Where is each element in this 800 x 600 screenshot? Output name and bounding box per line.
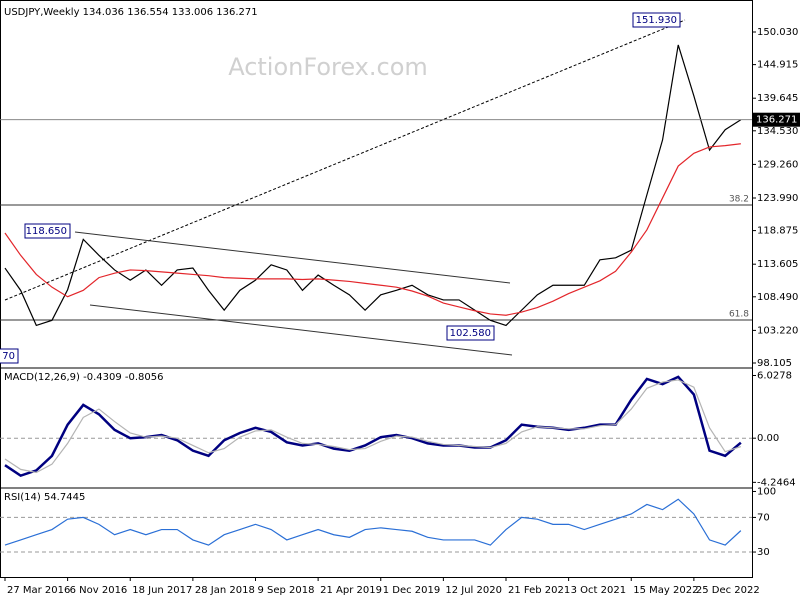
x-tick-label: 28 Jan 2018 [195,585,255,596]
y-tick-label: 118.875 [757,226,798,237]
frame [0,0,753,578]
channel-line [89,304,513,356]
annotation: 70 [2,351,15,362]
y-tick-label: 103.220 [757,325,798,336]
watermark: ActionForex.com [228,53,428,81]
series-line [4,498,742,546]
x-tick-label: 21 Feb 2021 [508,585,570,596]
annotation: 151.930 [636,15,677,26]
y-tick-label: 98.105 [757,358,792,369]
x-tick-label: 21 Apr 2019 [320,585,382,596]
x-tick-label: 27 Mar 2016 [7,585,70,596]
trend-line [4,19,686,301]
y-tick-label: 144.915 [757,60,798,71]
channel-line [74,231,511,284]
x-tick-label: 12 Jul 2020 [445,585,502,596]
y-tick-label: 113.605 [757,259,798,270]
y-tick-label: 30 [757,547,770,558]
current-price-box [753,112,800,127]
level-label: 38.2 [729,194,749,204]
series-line [4,44,742,327]
y-tick-label: 108.490 [757,292,798,303]
x-tick-label: 25 Dec 2022 [696,585,760,596]
y-tick-label: 6.0278 [757,371,792,382]
annotation-box [446,325,495,341]
annotation-box [632,12,681,28]
y-tick-label: 70 [757,512,770,523]
x-tick-label: 15 May 2022 [633,585,698,596]
x-tick-label: 18 Jun 2017 [132,585,192,596]
annotation-box [0,348,19,364]
annotation: 118.650 [26,226,67,237]
y-tick-label: 129.260 [757,159,798,170]
y-tick-label: 134.530 [757,126,798,137]
y-tick-label: 150.030 [757,27,798,38]
y-tick-label: -4.2464 [757,477,796,488]
y-tick-label: 0.00 [757,433,779,444]
chart-title: USDJPY,Weekly 134.036 136.554 133.006 13… [4,7,258,18]
annotation-box [24,223,71,239]
series-line [4,379,742,474]
x-tick-label: 1 Dec 2019 [383,585,441,596]
level-label: 61.8 [729,310,749,320]
y-tick-label: 100 [757,486,776,497]
x-tick-label: 9 Sep 2018 [257,585,314,596]
panel-title: MACD(12,26,9) -0.4309 -0.8056 [4,372,164,383]
annotation: 102.580 [450,328,491,339]
series-line [4,143,741,316]
y-tick-label: 139.645 [757,93,798,104]
y-tick-label: 123.990 [757,193,798,204]
panel-title: RSI(14) 54.7445 [4,492,85,503]
x-tick-label: 6 Nov 2016 [70,585,128,596]
series-line [4,375,742,478]
current-price-label: 136.271 [756,115,797,126]
x-tick-label: 3 Oct 2021 [571,585,626,596]
